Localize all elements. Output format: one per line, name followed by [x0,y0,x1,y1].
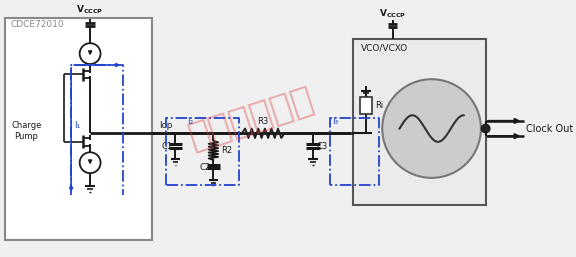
Bar [361,97,372,114]
Text: $\bf{V_{CCCP}}$: $\bf{V_{CCCP}}$ [77,3,104,16]
Text: I₁: I₁ [74,121,80,130]
Bar [353,39,486,205]
Bar [5,17,151,241]
Text: Charge
Pump: Charge Pump [12,121,41,141]
Text: C1: C1 [161,142,173,151]
Circle shape [79,43,101,64]
Circle shape [482,124,490,133]
Text: Ri: Ri [374,101,383,110]
Circle shape [79,152,101,173]
Text: I₂: I₂ [187,117,193,126]
Text: $\bf{V_{CCCP}}$: $\bf{V_{CCCP}}$ [379,8,407,20]
Circle shape [382,79,481,178]
Text: Clock Out: Clock Out [526,124,574,134]
Text: I₃: I₃ [332,117,338,126]
Text: C3: C3 [317,142,328,151]
Text: R2: R2 [221,146,232,155]
Text: 电子工程专辑: 电子工程专辑 [184,83,319,155]
Text: R3: R3 [257,117,269,126]
Text: VCO/VCXO: VCO/VCXO [361,43,408,52]
Text: Icp: Icp [160,121,173,130]
Text: CDCE72010: CDCE72010 [10,20,64,29]
Text: C2: C2 [199,163,211,172]
